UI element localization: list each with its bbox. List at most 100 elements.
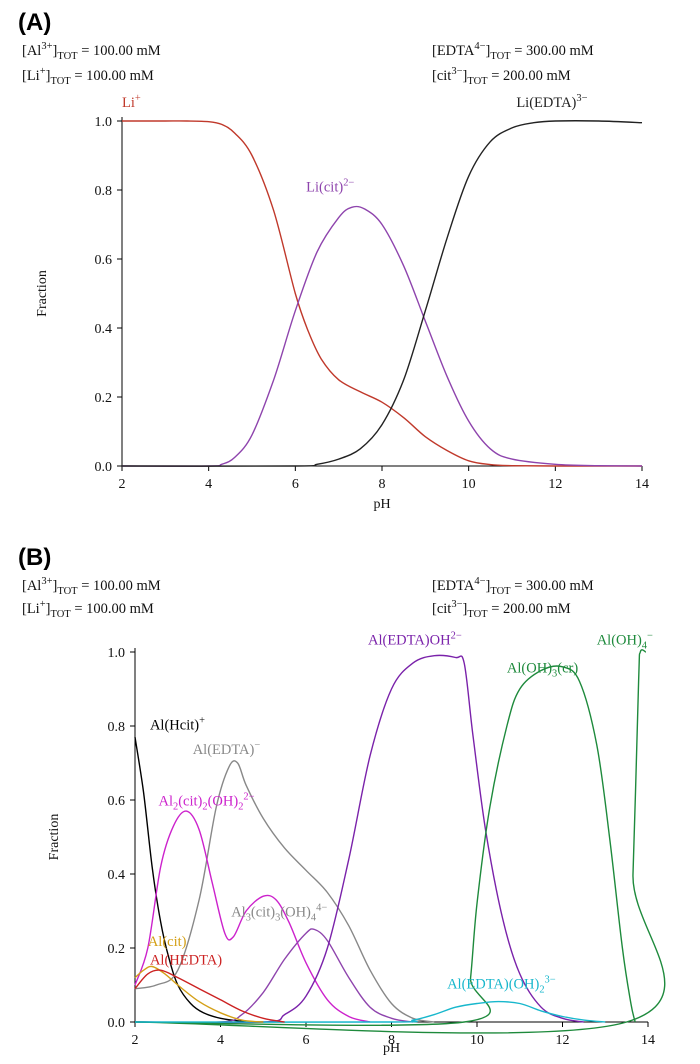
x-axis-label: pH xyxy=(373,497,390,512)
series-line-li_edta xyxy=(121,120,643,467)
x-tick-label: 6 xyxy=(303,1033,310,1048)
series-label-li: Li+ xyxy=(122,93,141,111)
label-part: Al(cit) xyxy=(148,934,187,950)
label-part: 2− xyxy=(243,792,254,803)
cond-bracket: ] xyxy=(53,43,58,59)
label-part: 2− xyxy=(451,631,462,642)
cond-sub: TOT xyxy=(57,51,78,62)
x-tick-label: 10 xyxy=(470,1033,484,1048)
cond-bracket: ] xyxy=(46,68,51,84)
label-part: Al(Hcit) xyxy=(150,718,199,734)
cond-value: = 300.00 mM xyxy=(511,43,594,59)
label-part: + xyxy=(135,93,141,104)
label-part: Al xyxy=(231,905,246,921)
panel-label: (B) xyxy=(18,544,51,571)
cond-species: [EDTA xyxy=(432,578,475,594)
condition-al-total: [Al3+]TOT = 100.00 mM xyxy=(22,41,161,62)
cond-charge: 3− xyxy=(451,599,462,610)
condition-edta-total: [EDTA4−]TOT = 300.00 mM xyxy=(432,576,594,597)
y-tick-label: 0.8 xyxy=(108,720,126,735)
y-tick-label: 0.0 xyxy=(95,460,113,475)
cond-value: = 100.00 mM xyxy=(71,601,154,617)
cond-species: [EDTA xyxy=(432,43,475,59)
cond-charge: + xyxy=(40,599,46,610)
y-tick-label: 0.8 xyxy=(95,184,113,199)
y-tick-label: 0.4 xyxy=(95,322,113,337)
series-line-al_oh4 xyxy=(134,649,666,1034)
series-label-li_edta: Li(EDTA)3− xyxy=(516,93,587,111)
cond-bracket: ] xyxy=(463,68,468,84)
x-axis-label: pH xyxy=(383,1041,400,1056)
series-line-al_edta xyxy=(134,760,435,1023)
cond-value: = 100.00 mM xyxy=(78,43,161,59)
series-label-al3_cit3_oh4: Al3(cit)3(OH)44− xyxy=(231,903,327,924)
label-part: Al(OH) xyxy=(507,660,552,676)
cond-charge: 3+ xyxy=(41,576,52,587)
x-tick-label: 4 xyxy=(205,477,212,492)
label-part: 2− xyxy=(343,178,354,189)
condition-li-total: [Li+]TOT = 100.00 mM xyxy=(22,66,154,87)
series-label-al_edta_oh: Al(EDTA)OH2− xyxy=(368,631,462,649)
series-label-al_oh3_cr: Al(OH)3(cr) xyxy=(507,660,578,679)
label-part: Al(OH) xyxy=(597,633,642,649)
label-part: 3 xyxy=(552,668,557,679)
label-part: Al(EDTA) xyxy=(193,742,255,758)
cond-bracket: ] xyxy=(46,601,51,617)
label-part: Al xyxy=(159,794,174,810)
x-tick-label: 14 xyxy=(635,477,649,492)
cond-value: = 100.00 mM xyxy=(71,68,154,84)
cond-bracket: ] xyxy=(53,578,58,594)
series-line-li_cit xyxy=(121,205,643,467)
cond-value: = 100.00 mM xyxy=(78,578,161,594)
label-part: 3− xyxy=(576,93,587,104)
series-label-al_edta_oh2: Al(EDTA)(OH)23− xyxy=(447,975,556,996)
label-part: 2 xyxy=(238,802,243,813)
condition-cit-total: [cit3−]TOT = 200.00 mM xyxy=(432,599,571,620)
cond-sub: TOT xyxy=(467,76,488,87)
series-label-al_cit: Al(cit) xyxy=(148,934,187,950)
label-part: Li(cit) xyxy=(306,180,343,196)
label-part: 4 xyxy=(642,641,648,652)
label-part: 2 xyxy=(202,802,207,813)
y-axis-label: Fraction xyxy=(47,814,62,861)
label-part: (OH) xyxy=(208,794,239,810)
label-part: 4− xyxy=(316,903,327,914)
cond-sub: TOT xyxy=(467,609,488,620)
x-tick-label: 12 xyxy=(548,477,562,492)
series-line-li xyxy=(121,120,643,467)
x-tick-label: 8 xyxy=(388,1033,395,1048)
y-tick-label: 0.2 xyxy=(95,391,113,406)
label-part: 3− xyxy=(545,975,556,986)
label-part: Li xyxy=(122,95,135,111)
cond-sub: TOT xyxy=(50,609,71,620)
cond-charge: 3− xyxy=(451,66,462,77)
series-line-al3_cit3_oh4 xyxy=(134,928,414,1024)
series-line-al_edta_oh2 xyxy=(134,1000,606,1023)
series-label-li_cit: Li(cit)2− xyxy=(306,178,354,196)
cond-sub: TOT xyxy=(50,76,71,87)
series-line-al_edta_oh xyxy=(134,654,585,1024)
x-tick-label: 6 xyxy=(292,477,299,492)
y-tick-label: 1.0 xyxy=(95,115,113,130)
cond-bracket: ] xyxy=(486,43,491,59)
y-tick-label: 1.0 xyxy=(108,646,126,661)
label-part: Al(EDTA)(OH) xyxy=(447,977,539,993)
label-part: (cit) xyxy=(251,905,275,921)
label-part: Li(EDTA) xyxy=(516,95,576,111)
panel-label: (A) xyxy=(18,9,51,36)
cond-charge: + xyxy=(40,66,46,77)
x-tick-label: 10 xyxy=(462,477,476,492)
label-part: (cr) xyxy=(557,660,578,676)
cond-sub: TOT xyxy=(490,586,511,597)
cond-bracket: ] xyxy=(486,578,491,594)
cond-charge: 4− xyxy=(474,41,485,52)
x-tick-label: 4 xyxy=(217,1033,224,1048)
label-part: 2 xyxy=(539,985,544,996)
y-tick-label: 0.2 xyxy=(108,942,126,957)
cond-bracket: ] xyxy=(463,601,468,617)
cond-value: = 200.00 mM xyxy=(488,68,571,84)
label-part: 2 xyxy=(173,802,178,813)
cond-species: [Al xyxy=(22,43,41,59)
